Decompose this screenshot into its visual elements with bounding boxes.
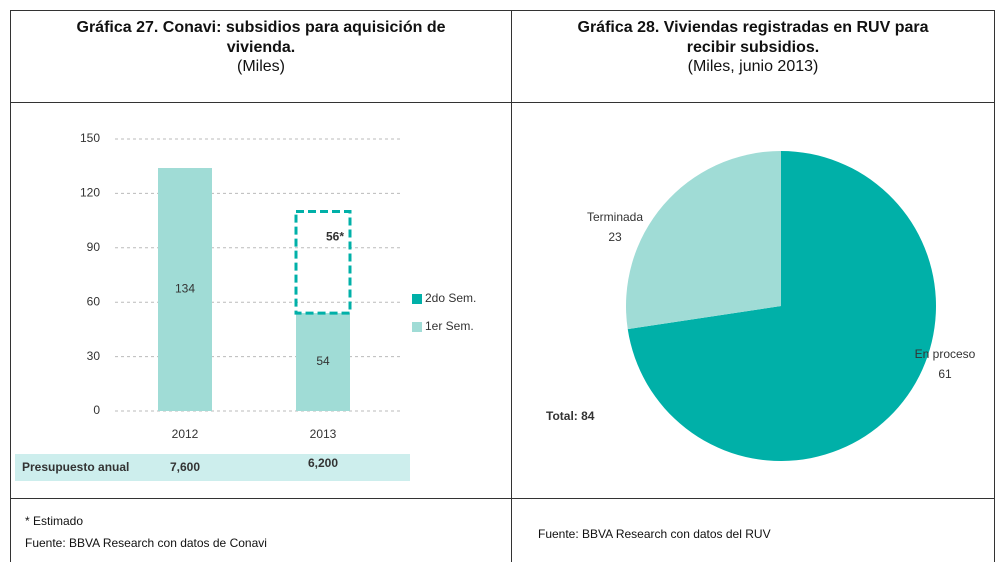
y-tick-label: 30 <box>87 349 101 363</box>
source: Fuente: BBVA Research con datos del RUV <box>538 527 771 541</box>
footnote: * Estimado <box>25 514 84 528</box>
chart-subtitle: (Miles, junio 2013) <box>687 58 819 75</box>
slice-value: 23 <box>608 230 622 244</box>
pie-slice <box>627 151 936 462</box>
chart-title: Gráfica 27. Conavi: subsidios para aquis… <box>76 19 446 56</box>
y-tick-label: 0 <box>93 403 100 417</box>
budget-label: Presupuesto anual <box>22 460 129 474</box>
y-tick-label: 150 <box>80 131 100 145</box>
slice-label: Terminada <box>587 210 643 224</box>
bar <box>294 210 352 315</box>
divider <box>511 10 512 562</box>
x-tick-label: 2012 <box>172 427 199 441</box>
bar <box>158 168 212 411</box>
y-tick-label: 60 <box>87 294 101 308</box>
y-tick-label: 120 <box>80 186 100 200</box>
budget-band <box>15 454 410 481</box>
legend-swatch <box>412 322 422 332</box>
slice-label: En proceso <box>915 347 976 361</box>
budget-value: 6,200 <box>308 456 338 470</box>
data-label: 56* <box>326 230 344 244</box>
divider <box>10 102 995 103</box>
budget-value: 7,600 <box>170 460 200 474</box>
total-annotation: Total: 84 <box>546 409 595 423</box>
pie-slice <box>626 151 781 330</box>
legend-label: 1er Sem. <box>425 319 474 333</box>
chart-title: Gráfica 28. Viviendas registradas en RUV… <box>577 19 929 56</box>
bar <box>296 313 350 411</box>
frame <box>10 10 995 562</box>
slice-value: 61 <box>938 367 952 381</box>
y-tick-label: 90 <box>87 240 101 254</box>
divider <box>10 498 995 499</box>
x-tick-label: 2013 <box>310 427 337 441</box>
source: Fuente: BBVA Research con datos de Conav… <box>25 536 267 550</box>
legend-label: 2do Sem. <box>425 291 476 305</box>
chart-subtitle: (Miles) <box>237 58 285 75</box>
data-label: 54 <box>316 354 330 368</box>
legend-swatch <box>412 294 422 304</box>
data-label: 134 <box>175 282 195 296</box>
